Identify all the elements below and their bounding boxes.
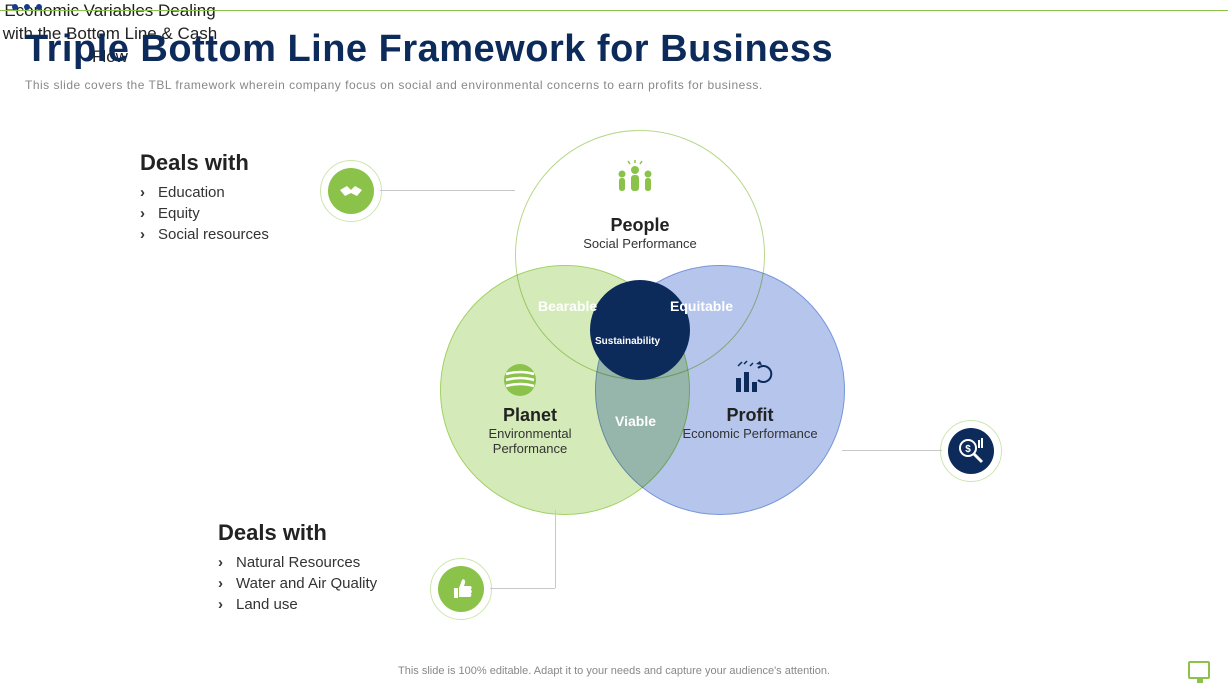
people-title: People: [570, 215, 710, 236]
profit-sub: Economic Performance: [680, 426, 820, 441]
planet-title: Planet: [460, 405, 600, 426]
presentation-icon: [1188, 661, 1210, 679]
callout-people: Deals with Education Equity Social resou…: [140, 150, 269, 245]
planet-sub: Environmental Performance: [460, 426, 600, 456]
list-item: Social resources: [140, 224, 269, 245]
callout-planet: Deals with Natural Resources Water and A…: [218, 520, 377, 615]
connector-line: [555, 510, 556, 588]
people-icon: [610, 160, 660, 205]
overlap-bearable: Bearable: [538, 298, 597, 314]
list-item: Natural Resources: [218, 552, 377, 573]
planet-icon: [500, 360, 540, 405]
venn-label-planet: Planet Environmental Performance: [460, 405, 600, 456]
callout-people-list: Education Equity Social resources: [140, 182, 269, 245]
page-subtitle: This slide covers the TBL framework wher…: [25, 78, 763, 92]
connector-line: [490, 588, 555, 589]
callout-people-title: Deals with: [140, 150, 269, 176]
callout-planet-list: Natural Resources Water and Air Quality …: [218, 552, 377, 615]
people-sub: Social Performance: [570, 236, 710, 251]
callout-planet-title: Deals with: [218, 520, 377, 546]
connector-line: [842, 450, 942, 451]
overlap-sustainability: Sustainability: [595, 336, 660, 347]
list-item: Water and Air Quality: [218, 573, 377, 594]
venn-center: [590, 280, 690, 380]
list-item: Equity: [140, 203, 269, 224]
badge-economy: $: [940, 420, 1002, 482]
handshake-icon: [328, 168, 374, 214]
overlap-equitable: Equitable: [670, 298, 733, 314]
page-title: Triple Bottom Line Framework for Busines…: [25, 28, 833, 71]
profit-icon: [730, 358, 774, 403]
thumbsup-icon: [438, 566, 484, 612]
top-border: [0, 10, 1228, 11]
venn-label-people: People Social Performance: [570, 215, 710, 251]
badge-thumbsup: [430, 558, 492, 620]
connector-line: [380, 190, 515, 191]
list-item: Land use: [218, 594, 377, 615]
footer-note: This slide is 100% editable. Adapt it to…: [0, 665, 1228, 677]
svg-text:$: $: [965, 444, 971, 455]
venn-label-profit: Profit Economic Performance: [680, 405, 820, 441]
header-dots: [12, 4, 42, 10]
magnify-dollar-icon: $: [948, 428, 994, 474]
overlap-viable: Viable: [615, 413, 656, 429]
profit-title: Profit: [680, 405, 820, 426]
list-item: Education: [140, 182, 269, 203]
badge-handshake: [320, 160, 382, 222]
